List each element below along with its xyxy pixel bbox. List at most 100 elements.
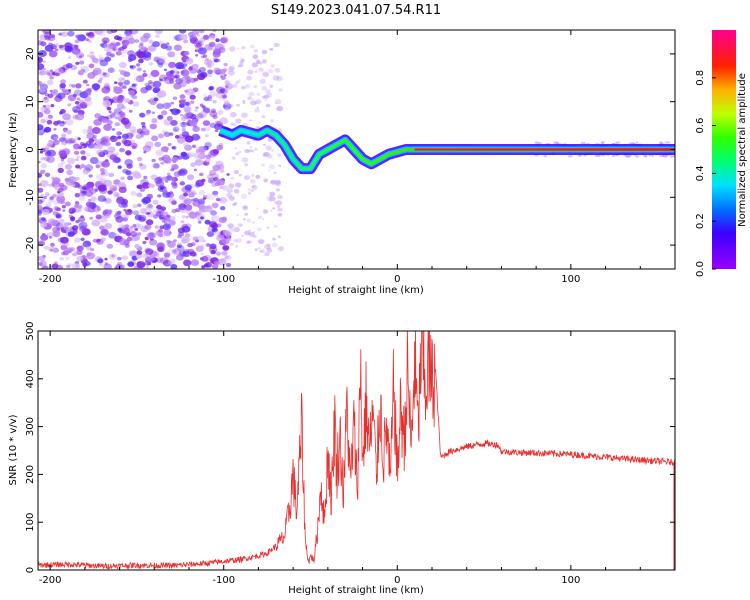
spectral-blob <box>103 263 112 269</box>
spectral-blob <box>171 184 178 189</box>
spectral-blob <box>38 187 44 193</box>
spectral-blob <box>157 194 162 198</box>
spectral-blob <box>278 88 283 92</box>
spectral-blob <box>155 86 160 90</box>
spectral-blob <box>142 196 152 204</box>
spectral-blob <box>163 131 171 137</box>
spectral-blob <box>214 194 219 198</box>
y-tick-label: 10 <box>25 95 36 108</box>
spectral-blob <box>217 110 224 115</box>
spectral-blob <box>48 183 52 187</box>
spectral-blob <box>223 62 228 67</box>
spectral-blob <box>248 91 255 97</box>
spectral-blob <box>132 145 138 150</box>
spectral-blob <box>116 197 124 203</box>
spectral-blob <box>87 142 95 149</box>
spectral-blob <box>266 248 273 253</box>
spectral-blob <box>90 196 97 202</box>
spectral-blob <box>250 44 255 49</box>
spectral-blob <box>132 204 138 209</box>
spectral-blob <box>195 42 203 48</box>
spectral-blob <box>275 200 283 206</box>
spectral-blob <box>187 174 195 181</box>
y-tick-label: -20 <box>25 237 36 253</box>
spectral-blob <box>267 69 274 74</box>
colorbar-tick-label: 0.6 <box>695 118 706 134</box>
spectral-blob <box>278 164 282 167</box>
spectral-blob <box>212 149 220 155</box>
spectral-blob <box>172 96 178 100</box>
spectral-blob <box>61 160 66 165</box>
spectral-blob <box>58 32 63 36</box>
spectral-blob <box>185 88 195 96</box>
spectral-blob <box>200 252 204 256</box>
spectral-blob <box>214 120 220 125</box>
spectral-blob <box>249 119 252 122</box>
spectral-blob <box>214 129 219 133</box>
spectral-blob <box>146 232 155 240</box>
spectral-blob <box>178 99 186 105</box>
spectral-blob <box>91 219 101 227</box>
spectral-blob <box>61 148 71 156</box>
spectral-blob <box>224 107 230 111</box>
spectral-blob <box>181 251 190 258</box>
spectral-blob <box>198 30 205 34</box>
spectral-blob <box>231 156 236 160</box>
spectral-blob <box>256 207 259 210</box>
spectral-blob <box>128 54 137 61</box>
spectral-blob <box>65 138 74 145</box>
spectral-blob <box>140 178 149 186</box>
spectral-blob <box>255 99 262 104</box>
spectral-blob <box>75 164 81 169</box>
spectral-blob <box>201 127 206 132</box>
spectral-blob <box>256 92 261 96</box>
spectral-blob <box>138 162 143 167</box>
spectral-blob <box>53 120 60 126</box>
spectral-blob <box>58 44 64 49</box>
spectral-blob <box>202 54 208 58</box>
spectral-blob <box>96 238 101 243</box>
spectral-blob <box>263 143 266 146</box>
spectral-blob <box>202 239 206 243</box>
spectral-blob <box>162 61 168 66</box>
spectral-blob <box>209 35 216 40</box>
spectral-blob <box>132 210 140 216</box>
spectral-blob <box>228 46 236 52</box>
y-tick-label: -10 <box>25 189 36 205</box>
spectral-blob <box>276 75 283 82</box>
spectral-blob <box>133 76 140 82</box>
spectral-blob <box>108 253 117 260</box>
spectral-blob <box>76 255 84 262</box>
spectral-blob <box>177 242 182 246</box>
spectral-blob <box>266 226 270 229</box>
spectral-blob <box>241 46 246 50</box>
spectral-blob <box>110 135 116 140</box>
spectral-blob <box>664 141 671 144</box>
spectral-blob <box>97 184 107 192</box>
spectral-blob <box>50 245 54 248</box>
spectral-blob <box>97 258 104 264</box>
spectral-blob <box>44 172 51 177</box>
spectral-blob <box>51 263 59 269</box>
spectral-blob <box>84 90 92 96</box>
spectral-blob <box>218 258 227 266</box>
spectral-blob <box>47 114 53 119</box>
spectral-blob <box>52 89 59 94</box>
spectral-blob <box>195 54 199 57</box>
spectral-blob <box>184 72 189 75</box>
spectral-blob <box>43 195 47 200</box>
x-tick-label: -100 <box>212 575 235 586</box>
spectral-blob <box>255 175 261 179</box>
spectral-blob <box>207 73 213 77</box>
spectral-blob <box>79 55 82 58</box>
spectral-blob <box>45 115 53 122</box>
spectral-blob <box>143 54 152 61</box>
spectral-blob <box>103 123 112 131</box>
spectral-blob <box>263 179 268 183</box>
spectral-blob <box>213 230 221 236</box>
spectral-blob <box>100 171 106 176</box>
spectral-blob <box>47 149 56 157</box>
spectral-blob <box>49 89 53 93</box>
spectral-blob <box>147 203 153 209</box>
spectral-blob <box>67 103 72 107</box>
